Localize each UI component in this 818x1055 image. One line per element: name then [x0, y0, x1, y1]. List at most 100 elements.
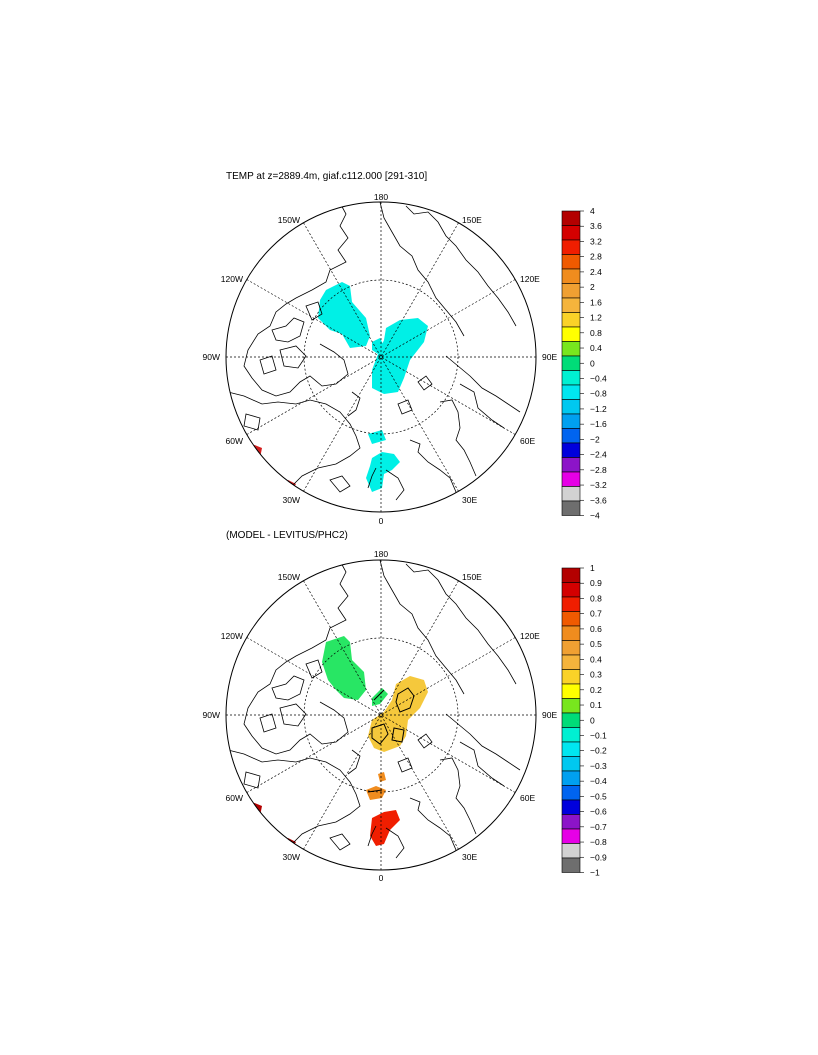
colorbar-swatch: [561, 384, 581, 400]
panel1-map: 180 0 90W 90E 150W 120W 150E 120E 60W 30…: [203, 192, 558, 526]
colorbar-swatch: [561, 471, 581, 487]
lon-label-0: 0: [379, 516, 384, 526]
colorbar-swatch: [561, 254, 581, 270]
panel1-lon-labels: 180 0 90W 90E 150W 120W 150E 120E 60W 30…: [203, 192, 558, 526]
colorbar-tick-label: −0.8: [590, 837, 607, 847]
lon-label-120w: 120W: [221, 274, 243, 284]
warm-edge-30w: [286, 838, 296, 848]
colorbar-swatch: [561, 567, 581, 583]
lon-label-180: 180: [374, 549, 388, 559]
colorbar-tick-label: −3.6: [590, 495, 607, 505]
panel2-title: (MODEL - LEVITUS/PHC2): [226, 530, 348, 541]
panel1-colorbar: 4 3.6 3.2 2.8 2.4 2 1.6 1.2 0.8 0.4 0 −0.4 −0.8 −1.2 −…: [561, 206, 607, 521]
colorbar-swatch: [561, 785, 581, 801]
lon-label-0: 0: [379, 873, 384, 883]
panel1-coastlines: [227, 202, 521, 505]
colorbar-tick-label: 0: [590, 715, 595, 725]
lon-label-150w: 150W: [278, 215, 300, 225]
colorbar-tick-label: −0.7: [590, 822, 607, 832]
colorbar-swatch: [561, 428, 581, 444]
colorbar-swatch: [561, 857, 581, 873]
colorbar-swatch: [561, 828, 581, 844]
lon-label-30w: 30W: [283, 495, 300, 505]
panel1-title: TEMP at z=2889.4m, giaf.c112.000 [291-31…: [226, 171, 428, 182]
colorbar-swatch: [561, 582, 581, 598]
colorbar-tick-label: 0: [590, 358, 595, 368]
colorbar-swatch: [561, 500, 581, 516]
diff-region-greenland-sea-red: [370, 810, 400, 846]
colorbar-swatch: [561, 596, 581, 612]
anomaly-region-fram: [368, 430, 386, 444]
colorbar-swatch: [561, 640, 581, 656]
colorbar-tick-label: 0.1: [590, 700, 602, 710]
warm-edge-60w: [250, 444, 262, 458]
panel2-contours: [367, 687, 415, 793]
diff-region-fram-orange: [366, 786, 386, 800]
colorbar-swatch: [561, 799, 581, 815]
colorbar-tick-label: −0.2: [590, 746, 607, 756]
colorbar-swatch: [561, 486, 581, 502]
lon-label-30w: 30W: [283, 852, 300, 862]
colorbar-tick-label: 4: [590, 206, 595, 216]
panel2-lon-labels: 180 0 90W 90E 150W 120W 150E 120E 60W 30…: [203, 549, 558, 883]
colorbar-tick-label: 0.2: [590, 685, 602, 695]
lon-label-150e: 150E: [462, 215, 482, 225]
colorbar-tick-label: −1.6: [590, 419, 607, 429]
anomaly-region-beaufort: [318, 282, 370, 348]
colorbar-swatch: [561, 355, 581, 371]
colorbar-tick-label: −2: [590, 434, 600, 444]
diff-region-beaufort-green: [322, 636, 366, 700]
colorbar-swatch: [561, 698, 581, 714]
diff-region-central-yellow: [368, 676, 428, 752]
lon-label-180: 180: [374, 192, 388, 202]
lon-label-90e: 90E: [542, 710, 557, 720]
lon-label-120e: 120E: [520, 631, 540, 641]
panel1-graticule: [226, 202, 536, 512]
colorbar-tick-label: 3.6: [590, 221, 602, 231]
colorbar-swatch: [561, 341, 581, 357]
colorbar-tick-label: −0.9: [590, 852, 607, 862]
lon-label-90w: 90W: [203, 352, 220, 362]
lon-label-60w: 60W: [226, 793, 243, 803]
panel2-coastlines: [227, 560, 521, 863]
colorbar-swatch: [561, 413, 581, 429]
colorbar-swatch: [561, 326, 581, 342]
colorbar-swatch: [561, 239, 581, 255]
colorbar-tick-label: 0.4: [590, 654, 602, 664]
lon-label-150e: 150E: [462, 572, 482, 582]
colorbar-swatch: [561, 727, 581, 743]
colorbar-swatch: [561, 756, 581, 772]
colorbar-swatch: [561, 297, 581, 313]
colorbar-swatch: [561, 625, 581, 641]
colorbar-swatch: [561, 741, 581, 757]
colorbar-swatch: [561, 442, 581, 458]
lon-label-120e: 120E: [520, 274, 540, 284]
colorbar-tick-label: 0.3: [590, 670, 602, 680]
colorbar-swatch: [561, 312, 581, 328]
lon-label-60w: 60W: [226, 436, 243, 446]
colorbar-tick-label: −0.4: [590, 776, 607, 786]
colorbar-tick-label: −1.2: [590, 404, 607, 414]
colorbar-swatch: [561, 814, 581, 830]
lon-label-150w: 150W: [278, 572, 300, 582]
colorbar-tick-label: 0.6: [590, 624, 602, 634]
warm-edge-30w: [286, 480, 296, 490]
colorbar-tick-label: 0.4: [590, 343, 602, 353]
colorbar-tick-label: −2.4: [590, 450, 607, 460]
colorbar-swatch: [561, 611, 581, 627]
panel2-graticule: [226, 560, 536, 870]
colorbar-tick-label: 1: [590, 563, 595, 573]
colorbar-tick-label: 3.2: [590, 236, 602, 246]
colorbar-tick-label: −0.3: [590, 761, 607, 771]
colorbar-tick-label: −2.8: [590, 465, 607, 475]
panel2-map: 180 0 90W 90E 150W 120W 150E 120E 60W 30…: [203, 549, 558, 883]
panel2-map-border: [225, 559, 537, 871]
colorbar-swatch: [561, 225, 581, 241]
lon-label-120w: 120W: [221, 631, 243, 641]
panel2-colorbar: 1 0.9 0.8 0.7 0.6 0.5 0.4 0.3 0.2 0.1 0 −0.1 −0.2 −0.…: [561, 563, 607, 878]
lon-label-30e: 30E: [462, 495, 477, 505]
diff-region-small-green: [372, 688, 388, 706]
colorbar-tick-label: −3.2: [590, 480, 607, 490]
colorbar-tick-label: 0.5: [590, 639, 602, 649]
